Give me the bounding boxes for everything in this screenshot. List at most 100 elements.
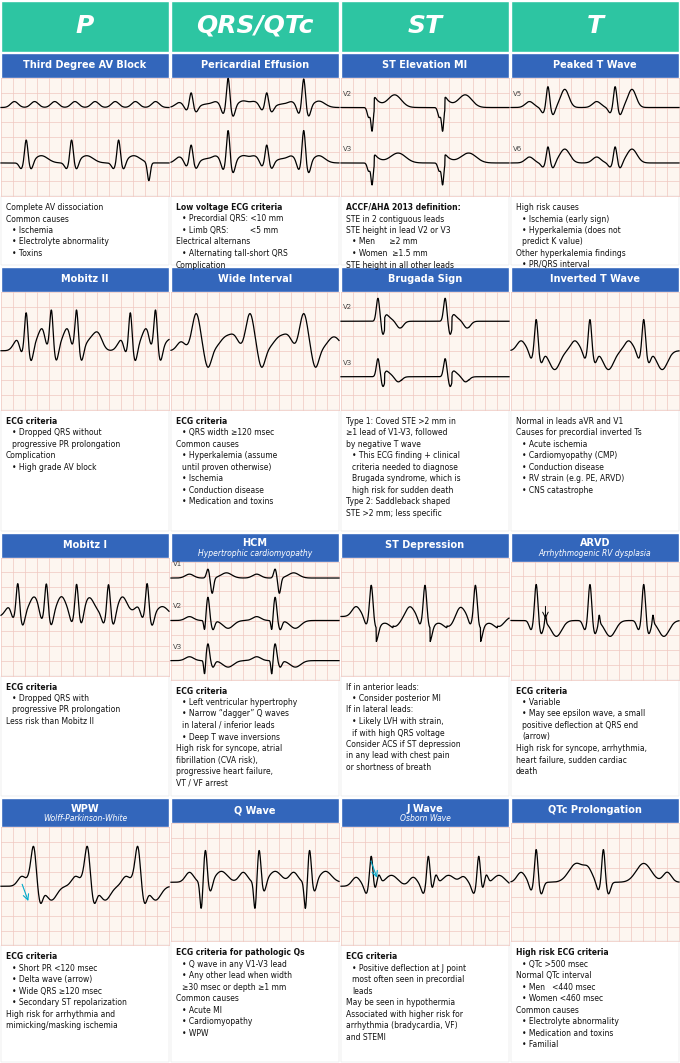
Text: • Hyperkalemia (assume: • Hyperkalemia (assume (182, 452, 277, 460)
Text: STE >2 mm; less specific: STE >2 mm; less specific (346, 509, 442, 518)
Bar (171, 78, 339, 196)
Text: ST Elevation MI: ST Elevation MI (382, 60, 468, 70)
Text: V3: V3 (343, 146, 352, 152)
Text: mimicking/masking ischemia: mimicking/masking ischemia (6, 1022, 118, 1030)
Text: • Variable: • Variable (522, 698, 560, 707)
Text: • Dropped QRS without: • Dropped QRS without (12, 428, 101, 437)
Bar (171, 196, 339, 265)
Text: V2: V2 (343, 90, 352, 97)
Text: ARVD: ARVD (580, 538, 610, 547)
Text: ECG criteria: ECG criteria (6, 952, 57, 961)
Bar (171, 941, 339, 1062)
Text: in any lead with chest pain: in any lead with chest pain (346, 752, 449, 760)
Text: V2: V2 (343, 304, 352, 310)
Text: ECG criteria: ECG criteria (6, 682, 57, 692)
Text: until proven otherwise): until proven otherwise) (182, 462, 271, 472)
Text: by negative T wave: by negative T wave (346, 440, 421, 449)
Bar (1, 945, 169, 1062)
Text: • Hyperkalemia (does not: • Hyperkalemia (does not (522, 226, 621, 235)
Text: Low voltage ECG criteria: Low voltage ECG criteria (176, 203, 282, 212)
Text: and STEMI: and STEMI (346, 1033, 386, 1042)
Text: STE height in lead V2 or V3: STE height in lead V2 or V3 (346, 226, 451, 235)
Text: • Secondary ST repolarization: • Secondary ST repolarization (12, 998, 127, 1008)
Text: high risk for sudden death: high risk for sudden death (352, 486, 454, 494)
Text: QTc Prolongation: QTc Prolongation (548, 806, 642, 815)
Text: • Left ventricular hypertrophy: • Left ventricular hypertrophy (182, 698, 297, 707)
Bar (171, 291, 339, 409)
Text: Complication: Complication (176, 260, 226, 270)
Text: • Men      ≥2 mm: • Men ≥2 mm (352, 237, 418, 247)
Text: most often seen in precordial: most often seen in precordial (352, 975, 464, 984)
Text: WPW: WPW (71, 804, 99, 813)
Bar (511, 561, 679, 679)
Bar (511, 823, 679, 941)
Bar (511, 1, 679, 52)
Text: • RV strain (e.g. PE, ARVD): • RV strain (e.g. PE, ARVD) (522, 474, 624, 484)
Text: T: T (586, 14, 604, 38)
Text: • QTc >500 msec: • QTc >500 msec (522, 960, 588, 968)
Bar (341, 267, 509, 291)
Text: arrhythmia (bradycardia, VF): arrhythmia (bradycardia, VF) (346, 1022, 458, 1030)
Text: • Limb QRS:         <5 mm: • Limb QRS: <5 mm (182, 226, 278, 235)
Bar (1, 291, 169, 409)
Bar (171, 798, 339, 823)
Bar (171, 561, 339, 679)
Text: Brugada Sign: Brugada Sign (388, 274, 462, 284)
Text: V1: V1 (173, 561, 182, 567)
Text: • Any other lead when width: • Any other lead when width (182, 972, 292, 980)
Text: Causes for precordial inverted Ts: Causes for precordial inverted Ts (516, 428, 642, 437)
Text: Common causes: Common causes (516, 1006, 579, 1015)
Text: ECG criteria: ECG criteria (6, 417, 57, 426)
Text: V5: V5 (513, 90, 522, 97)
Text: • Ischemia (early sign): • Ischemia (early sign) (522, 215, 609, 223)
Bar (341, 53, 509, 78)
Text: in lateral / inferior leads: in lateral / inferior leads (182, 721, 275, 730)
Text: Normal in leads aVR and V1: Normal in leads aVR and V1 (516, 417, 624, 426)
Text: High risk for syncope, arrhythmia,: High risk for syncope, arrhythmia, (516, 744, 647, 753)
Text: • Narrow “dagger” Q waves: • Narrow “dagger” Q waves (182, 709, 289, 719)
Text: • Men   <440 msec: • Men <440 msec (522, 983, 596, 992)
Text: Inverted T Wave: Inverted T Wave (550, 274, 640, 284)
Text: • High grade AV block: • High grade AV block (12, 462, 97, 472)
Text: • QRS width ≥120 msec: • QRS width ≥120 msec (182, 428, 274, 437)
Bar (511, 53, 679, 78)
Bar (341, 409, 509, 530)
Text: • Positive deflection at J point: • Positive deflection at J point (352, 964, 466, 973)
Text: ECG criteria: ECG criteria (346, 952, 397, 961)
Text: • Electrolyte abnormality: • Electrolyte abnormality (12, 237, 109, 247)
Bar (511, 533, 679, 561)
Bar (341, 291, 509, 409)
Text: Arrhythmogenic RV dysplasia: Arrhythmogenic RV dysplasia (539, 549, 651, 558)
Text: progressive PR prolongation: progressive PR prolongation (12, 440, 120, 449)
Text: If in anterior leads:: If in anterior leads: (346, 682, 419, 692)
Bar (511, 196, 679, 265)
Bar (511, 941, 679, 1062)
Bar (341, 533, 509, 557)
Text: • PR/QRS interval: • PR/QRS interval (522, 260, 590, 270)
Text: heart failure, sudden cardiac: heart failure, sudden cardiac (516, 756, 627, 764)
Text: If in lateral leads:: If in lateral leads: (346, 706, 413, 714)
Text: Common causes: Common causes (176, 994, 239, 1003)
Bar (171, 823, 339, 941)
Bar (341, 675, 509, 796)
Bar (341, 78, 509, 196)
Text: V6: V6 (513, 146, 522, 152)
Text: fibrillation (CVA risk),: fibrillation (CVA risk), (176, 756, 258, 764)
Text: Hypertrophic cardiomyopathy: Hypertrophic cardiomyopathy (198, 549, 312, 558)
Text: predict K value): predict K value) (522, 237, 583, 247)
Text: ST Depression: ST Depression (386, 540, 464, 550)
Text: Consider ACS if ST depression: Consider ACS if ST depression (346, 740, 460, 749)
Bar (511, 798, 679, 823)
Text: Other hyperkalemia findings: Other hyperkalemia findings (516, 249, 626, 258)
Text: Complication: Complication (6, 452, 56, 460)
Bar (511, 291, 679, 409)
Text: • Ischemia: • Ischemia (12, 226, 53, 235)
Bar (1, 409, 169, 530)
Text: Brugada syndrome, which is: Brugada syndrome, which is (352, 474, 460, 484)
Text: • Ischemia: • Ischemia (182, 474, 223, 484)
Text: if with high QRS voltage: if with high QRS voltage (352, 728, 445, 738)
Text: criteria needed to diagnose: criteria needed to diagnose (352, 462, 458, 472)
Bar (341, 196, 509, 265)
Text: STE in 2 contiguous leads: STE in 2 contiguous leads (346, 215, 444, 223)
Bar (511, 267, 679, 291)
